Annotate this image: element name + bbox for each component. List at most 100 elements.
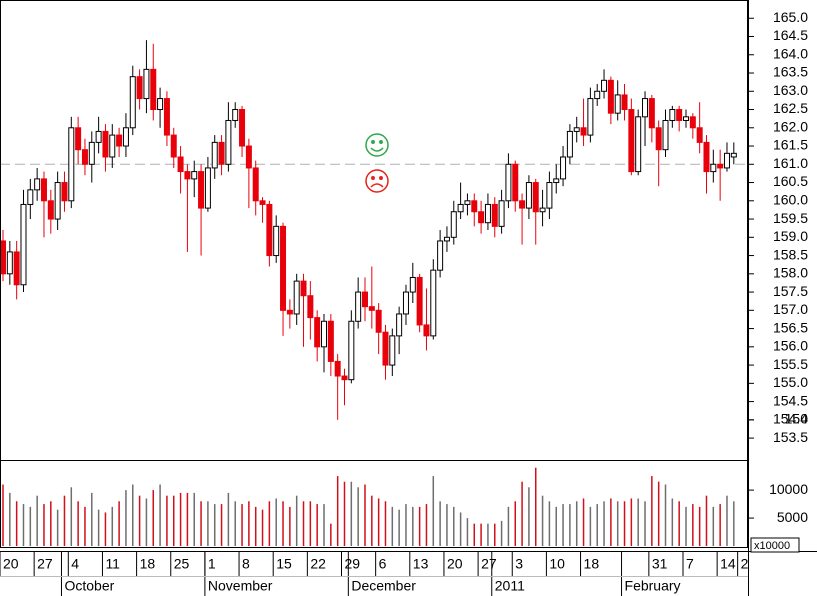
y-tick-label: 159.0 [773,228,808,244]
candle-body [13,251,20,286]
candle-body [730,152,737,158]
candle-body [519,200,526,209]
candle-body [539,207,546,213]
candle-body [587,98,594,136]
volume-bar [548,501,551,547]
volume-bar [623,501,626,547]
y-tick-label: 159.5 [773,210,808,226]
y-tick-label: 154.0 [773,411,808,427]
candle-body [102,130,109,158]
volume-bar [241,504,243,547]
candle-body [402,291,409,315]
volume-bar [616,501,619,547]
candle-body [157,98,164,111]
candle-body [273,225,280,257]
candle-body [484,203,491,224]
volume-bar [138,495,141,547]
candle-body [355,291,362,322]
volume-bar [719,504,721,547]
candle-body [177,156,184,173]
candle-body [163,98,170,136]
candle-body [416,276,423,326]
candle-body [710,163,717,173]
candle-body [0,240,6,275]
volume-bar [657,481,660,547]
candle-body [457,203,464,213]
volume-tick-label: 5000 [777,509,808,525]
x-tick-label: 18 [140,556,156,572]
candle-body [396,313,403,337]
volume-bar [726,495,728,547]
volume-bar [357,487,359,547]
volume-bar [364,484,366,547]
candle-body [232,109,239,121]
volume-bar [330,523,332,547]
candle-body [321,320,328,348]
y-tick-label: 160.5 [773,173,808,189]
candle-body [546,182,553,209]
candle-body [266,203,273,257]
candle-body [239,109,246,147]
volume-bar [84,506,86,547]
frown [365,169,389,193]
candle-body [525,182,532,209]
volume-bar [514,501,516,547]
y-tick-label: 162.5 [773,100,808,116]
candle-body [143,68,150,100]
volume-bar [487,523,489,547]
candle-body [553,178,560,184]
candle-body [40,178,47,202]
volume-bar [220,504,223,547]
x-tick-label: 3 [515,556,523,572]
volume-bar [685,506,687,547]
volume-bar [692,504,694,547]
volume-bar [227,492,230,547]
x-tick-label: 27 [37,556,53,572]
volume-bar [391,506,394,547]
candle-body [505,163,512,202]
volume-bar [405,504,407,547]
volume-bar [309,501,312,547]
candle-body [464,200,471,205]
plot-frame [0,0,748,548]
volume-bar [77,501,79,547]
y-tick-label: 163.5 [773,64,808,80]
volume-bar [528,487,530,547]
candle-body [560,156,567,180]
candle-body [218,141,225,165]
candle-body [259,200,266,205]
volume-bar [186,492,189,547]
volume-bar [589,506,592,547]
month-label: February [625,578,681,594]
y-tick-label: 161.0 [773,155,808,171]
volume-bar [705,495,708,547]
candle-body [676,109,683,121]
x-tick-label: 2 [741,556,749,572]
y-tick-label: 158.0 [773,265,808,281]
candle-body [184,171,191,180]
volume-bar [664,484,667,547]
candle-body [607,79,614,114]
candle-body [75,127,82,151]
x-tick-label: 13 [413,556,429,572]
y-tick-label: 164.5 [773,27,808,43]
volume-bar [50,501,52,547]
candle-body [109,134,116,158]
candle-body [375,309,382,333]
volume-bar [207,501,209,547]
candle-body [689,116,696,129]
candle-body [88,141,95,165]
candle-body [662,119,669,151]
candle-body [116,134,123,147]
y-tick-label: 160.0 [773,191,808,207]
volume-bar [282,501,284,547]
candle-body [341,375,348,381]
candle-body [683,116,689,121]
volume-bar [336,476,339,547]
volume-bar [541,495,544,547]
candle-body [628,109,635,173]
candle-body [191,171,198,180]
volume-bar [261,509,264,547]
candle-body [348,320,355,381]
